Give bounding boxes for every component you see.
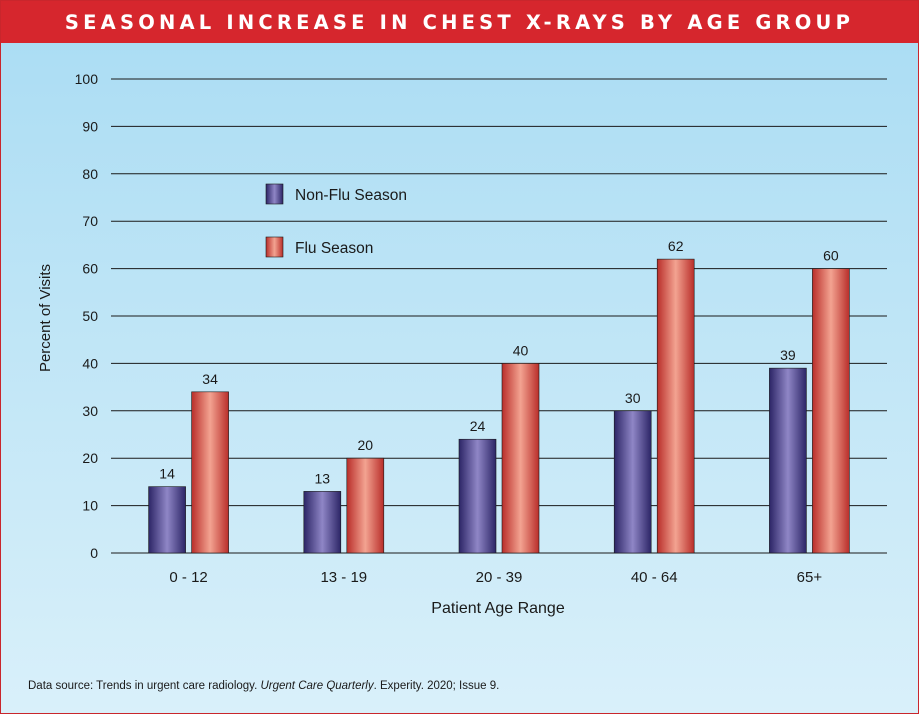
legend-label: Non-Flu Season [295,187,407,204]
y-tick-label: 10 [82,498,98,514]
y-axis-label: Percent of Visits [37,264,54,372]
legend-label: Flu Season [295,240,373,257]
x-tick-label: 13 - 19 [320,569,367,586]
bar [812,268,850,554]
y-tick-label: 0 [90,545,98,561]
y-tick-label: 70 [82,213,98,229]
bar [769,367,807,554]
source-suffix: . Experity. 2020; Issue 9. [373,680,500,692]
data-label: 30 [625,390,641,406]
bar [656,258,695,554]
legend-swatch [265,236,284,258]
data-label: 24 [470,418,486,434]
y-tick-label: 50 [82,308,98,324]
x-tick-label: 20 - 39 [476,569,523,586]
legend-swatch [265,183,284,205]
x-tick-label: 0 - 12 [169,569,207,586]
data-source-note: Data source: Trends in urgent care radio… [28,680,499,692]
bar [501,363,540,554]
x-axis-label: Patient Age Range [431,600,565,617]
bar [613,410,652,554]
data-label: 14 [159,466,175,482]
y-tick-label: 20 [82,450,98,466]
y-tick-label: 100 [75,71,99,87]
title-bar: SEASONAL INCREASE IN CHEST X-RAYS BY AGE… [1,1,918,43]
data-label: 20 [358,437,374,453]
chart-title: SEASONAL INCREASE IN CHEST X-RAYS BY AGE… [64,10,855,34]
bar [346,457,385,554]
source-prefix: Data source: Trends in urgent care radio… [28,680,258,692]
data-label: 34 [202,371,218,387]
bar [148,486,186,554]
y-tick-label: 90 [82,118,98,134]
y-tick-label: 80 [82,166,98,182]
x-tick-label: 65+ [797,569,823,586]
data-label: 13 [315,470,331,486]
data-label: 62 [668,238,684,254]
data-label: 39 [780,347,796,363]
y-tick-label: 40 [82,355,98,371]
bar [191,391,229,554]
source-journal: Urgent Care Quarterly [260,680,374,692]
bar [303,491,342,554]
data-label: 60 [823,248,839,264]
y-tick-label: 30 [82,403,98,419]
bar [458,438,497,554]
x-tick-label: 40 - 64 [631,569,678,586]
y-tick-label: 60 [82,261,98,277]
data-label: 40 [513,342,529,358]
